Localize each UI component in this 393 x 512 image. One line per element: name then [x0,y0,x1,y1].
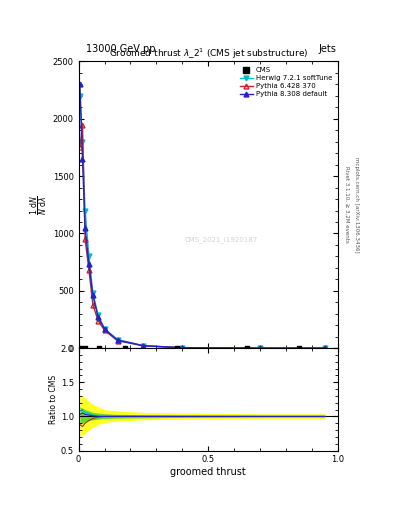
Pythia 8.308 default [258,345,263,351]
Pythia 6.428 370 [77,144,82,151]
Point [77,344,83,352]
Point [82,344,88,352]
Herwig 7.2.1 softTune [90,290,95,296]
Point [244,344,250,352]
Pythia 8.308 default [83,225,88,231]
Legend: CMS, Herwig 7.2.1 softTune, Pythia 6.428 370, Pythia 8.308 default: CMS, Herwig 7.2.1 softTune, Pythia 6.428… [238,65,334,99]
Line: Herwig 7.2.1 softTune: Herwig 7.2.1 softTune [77,93,327,351]
Pythia 8.308 default [86,261,91,267]
Pythia 8.308 default [90,292,95,298]
Pythia 6.428 370 [323,345,327,351]
Point [174,344,180,352]
Pythia 6.428 370 [90,302,95,308]
X-axis label: groomed thrust: groomed thrust [171,467,246,477]
Point [122,344,129,352]
Herwig 7.2.1 softTune [102,326,107,332]
Text: Jets: Jets [318,44,336,54]
Pythia 8.308 default [180,345,185,351]
Pythia 6.428 370 [141,343,146,349]
Herwig 7.2.1 softTune [96,312,101,318]
Pythia 6.428 370 [96,317,101,324]
Pythia 6.428 370 [115,337,120,344]
Text: 13000 GeV pp: 13000 GeV pp [86,44,156,54]
Pythia 8.308 default [96,313,101,319]
Pythia 6.428 370 [80,121,85,127]
Pythia 6.428 370 [86,267,91,273]
Pythia 6.428 370 [258,345,263,351]
Text: CMS_2021_I1920187: CMS_2021_I1920187 [185,236,258,243]
Pythia 8.308 default [323,345,327,351]
Pythia 8.308 default [77,81,82,88]
Herwig 7.2.1 softTune [180,345,185,351]
Y-axis label: $\frac{1}{N}\frac{\mathrm{d}N}{\mathrm{d}\lambda}$: $\frac{1}{N}\frac{\mathrm{d}N}{\mathrm{d… [28,195,50,215]
Herwig 7.2.1 softTune [77,93,82,99]
Line: Pythia 8.308 default: Pythia 8.308 default [77,82,327,351]
Text: Rivet 3.1.10, ≥ 3.2M events: Rivet 3.1.10, ≥ 3.2M events [344,166,349,243]
Herwig 7.2.1 softTune [83,207,88,214]
Point [96,344,103,352]
Pythia 6.428 370 [180,345,185,351]
Line: Pythia 6.428 370: Pythia 6.428 370 [77,122,327,351]
Point [296,344,302,352]
Herwig 7.2.1 softTune [323,345,327,351]
Herwig 7.2.1 softTune [258,345,263,351]
Pythia 8.308 default [102,326,107,332]
Text: mcplots.cern.ch [arXiv:1306.3436]: mcplots.cern.ch [arXiv:1306.3436] [354,157,359,252]
Herwig 7.2.1 softTune [115,336,120,343]
Pythia 6.428 370 [83,236,88,242]
Pythia 8.308 default [141,343,146,349]
Y-axis label: Ratio to CMS: Ratio to CMS [49,375,58,424]
Pythia 8.308 default [80,156,85,162]
Title: Groomed thrust $\lambda\_2^1$ (CMS jet substructure): Groomed thrust $\lambda\_2^1$ (CMS jet s… [108,47,308,61]
Herwig 7.2.1 softTune [80,139,85,145]
Pythia 8.308 default [115,337,120,343]
Herwig 7.2.1 softTune [141,343,146,349]
Herwig 7.2.1 softTune [86,253,91,260]
Pythia 6.428 370 [102,327,107,333]
